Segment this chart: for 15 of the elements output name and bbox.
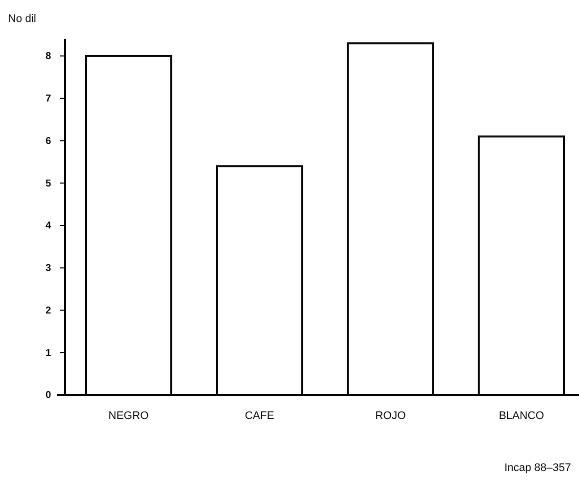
y-tick-label: 7 [45, 94, 52, 105]
y-tick-label: 3 [45, 263, 52, 274]
y-tick-label: 1 [45, 348, 52, 359]
y-tick-label: 5 [45, 178, 52, 190]
y-tick-label: 0 [45, 390, 52, 402]
x-tick-label: BLANCO [498, 410, 544, 422]
y-tick-label: 6 [45, 136, 52, 147]
y-tick-label: 8 [45, 51, 52, 62]
x-tick-label: CAFE [244, 410, 274, 422]
x-tick-label: NEGRO [108, 410, 150, 422]
y-axis-title: No dil [8, 13, 36, 25]
y-tick-label: 2 [45, 305, 52, 316]
x-tick-label: ROJO [375, 410, 406, 422]
y-tick-label: 4 [45, 220, 52, 232]
text: Incap 88–357 [504, 462, 571, 474]
